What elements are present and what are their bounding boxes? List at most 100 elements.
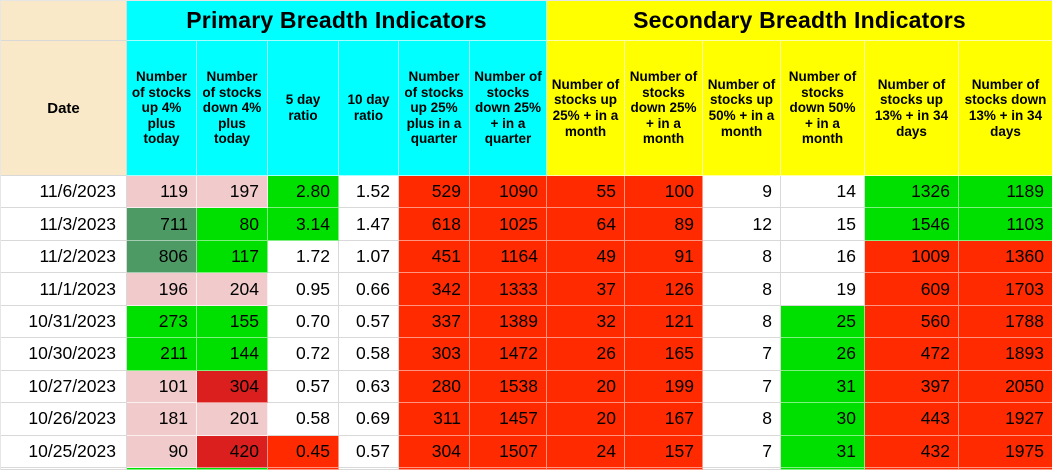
value-cell[interactable]: 32 (547, 305, 625, 339)
value-cell[interactable]: 19 (781, 273, 865, 306)
partial-row-cell[interactable] (703, 467, 781, 470)
column-header-up-13pct-34-days[interactable]: Number of stocks up 13% + in 34 days (865, 41, 959, 176)
partial-row-cell[interactable] (339, 467, 399, 470)
primary-section-title[interactable]: Primary Breadth Indicators (127, 1, 547, 41)
partial-row-cell[interactable] (470, 467, 547, 470)
value-cell[interactable]: 7 (703, 435, 781, 468)
column-header-up-50pct-month[interactable]: Number of stocks up 50% + in a month (703, 41, 781, 176)
value-cell[interactable]: 8 (703, 240, 781, 274)
value-cell[interactable]: 618 (399, 208, 470, 241)
value-cell[interactable]: 1090 (470, 176, 547, 209)
value-cell[interactable]: 14 (781, 176, 865, 209)
column-header-up-4pct-today[interactable]: Number of stocks up 4% plus today (127, 41, 197, 176)
value-cell[interactable]: 165 (625, 338, 703, 371)
value-cell[interactable]: 121 (625, 305, 703, 339)
date-column-header[interactable]: Date (1, 41, 127, 176)
value-cell[interactable]: 1457 (470, 403, 547, 436)
value-cell[interactable]: 1025 (470, 208, 547, 241)
value-cell[interactable]: 304 (399, 435, 470, 468)
value-cell[interactable]: 432 (865, 435, 959, 468)
value-cell[interactable]: 0.57 (268, 370, 339, 404)
value-cell[interactable]: 144 (197, 338, 268, 371)
column-header-up-25pct-month[interactable]: Number of stocks up 25% + in a month (547, 41, 625, 176)
value-cell[interactable]: 273 (127, 305, 197, 339)
value-cell[interactable]: 1703 (959, 273, 1052, 306)
date-cell[interactable]: 11/2/2023 (1, 240, 127, 274)
date-cell[interactable]: 10/31/2023 (1, 305, 127, 339)
column-header-down-50pct-month[interactable]: Number of stocks down 50% + in a month (781, 41, 865, 176)
value-cell[interactable]: 303 (399, 338, 470, 371)
value-cell[interactable]: 0.72 (268, 338, 339, 371)
value-cell[interactable]: 0.70 (268, 305, 339, 339)
value-cell[interactable]: 49 (547, 240, 625, 274)
value-cell[interactable]: 26 (781, 338, 865, 371)
value-cell[interactable]: 199 (625, 370, 703, 404)
value-cell[interactable]: 1009 (865, 240, 959, 274)
value-cell[interactable]: 0.58 (339, 338, 399, 371)
value-cell[interactable]: 1507 (470, 435, 547, 468)
value-cell[interactable]: 26 (547, 338, 625, 371)
partial-row-cell[interactable] (197, 467, 268, 470)
partial-row-cell[interactable] (959, 467, 1052, 470)
value-cell[interactable]: 0.69 (339, 403, 399, 436)
value-cell[interactable]: 529 (399, 176, 470, 209)
value-cell[interactable]: 55 (547, 176, 625, 209)
column-header-5-day-ratio[interactable]: 5 day ratio (268, 41, 339, 176)
value-cell[interactable]: 1893 (959, 338, 1052, 371)
value-cell[interactable]: 211 (127, 338, 197, 371)
date-cell[interactable]: 11/1/2023 (1, 273, 127, 306)
date-cell[interactable]: 10/30/2023 (1, 338, 127, 371)
value-cell[interactable]: 0.58 (268, 403, 339, 436)
value-cell[interactable]: 201 (197, 403, 268, 436)
value-cell[interactable]: 1164 (470, 240, 547, 274)
value-cell[interactable]: 90 (127, 435, 197, 468)
value-cell[interactable]: 204 (197, 273, 268, 306)
value-cell[interactable]: 1103 (959, 208, 1052, 241)
value-cell[interactable]: 560 (865, 305, 959, 339)
value-cell[interactable]: 155 (197, 305, 268, 339)
value-cell[interactable]: 0.66 (339, 273, 399, 306)
corner-cell[interactable] (1, 1, 127, 41)
value-cell[interactable]: 89 (625, 208, 703, 241)
value-cell[interactable]: 304 (197, 370, 268, 404)
value-cell[interactable]: 443 (865, 403, 959, 436)
value-cell[interactable]: 12 (703, 208, 781, 241)
date-cell[interactable]: 10/26/2023 (1, 403, 127, 436)
value-cell[interactable]: 1333 (470, 273, 547, 306)
column-header-down-13pct-34-days[interactable]: Number of stocks down 13% + in 34 days (959, 41, 1052, 176)
value-cell[interactable]: 342 (399, 273, 470, 306)
date-cell[interactable]: 11/3/2023 (1, 208, 127, 241)
value-cell[interactable]: 472 (865, 338, 959, 371)
value-cell[interactable]: 311 (399, 403, 470, 436)
value-cell[interactable]: 25 (781, 305, 865, 339)
value-cell[interactable]: 197 (197, 176, 268, 209)
partial-row-cell[interactable] (781, 467, 865, 470)
column-header-down-25pct-month[interactable]: Number of stocks down 25% + in a month (625, 41, 703, 176)
value-cell[interactable]: 1326 (865, 176, 959, 209)
value-cell[interactable]: 126 (625, 273, 703, 306)
value-cell[interactable]: 1472 (470, 338, 547, 371)
column-header-down-25pct-quarter[interactable]: Number of stocks down 25% + in a quarter (470, 41, 547, 176)
date-cell[interactable]: 11/6/2023 (1, 176, 127, 209)
value-cell[interactable]: 101 (127, 370, 197, 404)
value-cell[interactable]: 7 (703, 338, 781, 371)
value-cell[interactable]: 3.14 (268, 208, 339, 241)
value-cell[interactable]: 1538 (470, 370, 547, 404)
value-cell[interactable]: 0.63 (339, 370, 399, 404)
value-cell[interactable]: 16 (781, 240, 865, 274)
secondary-section-title[interactable]: Secondary Breadth Indicators (547, 1, 1052, 41)
value-cell[interactable]: 1389 (470, 305, 547, 339)
value-cell[interactable]: 91 (625, 240, 703, 274)
value-cell[interactable]: 397 (865, 370, 959, 404)
value-cell[interactable]: 37 (547, 273, 625, 306)
partial-row-cell[interactable] (1, 467, 127, 470)
value-cell[interactable]: 1788 (959, 305, 1052, 339)
value-cell[interactable]: 181 (127, 403, 197, 436)
value-cell[interactable]: 0.95 (268, 273, 339, 306)
value-cell[interactable]: 337 (399, 305, 470, 339)
date-cell[interactable]: 10/25/2023 (1, 435, 127, 468)
partial-row-cell[interactable] (127, 467, 197, 470)
value-cell[interactable]: 280 (399, 370, 470, 404)
value-cell[interactable]: 8 (703, 305, 781, 339)
partial-row-cell[interactable] (625, 467, 703, 470)
